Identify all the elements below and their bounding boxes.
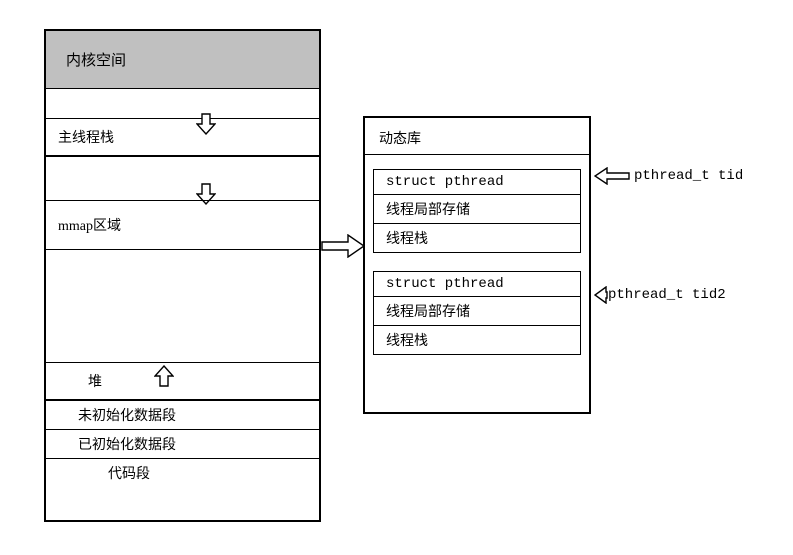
- mmap-region-row: mmap区域: [46, 200, 319, 250]
- address-space-box: 内核空间 主线程栈 mmap区域 堆 未初始化数据段 已初始化数据段 代码段: [44, 29, 321, 522]
- mmap-region-label: mmap区域: [58, 219, 121, 234]
- thread-stack-label: 线程栈: [386, 232, 428, 247]
- tls-row: 线程局部存储: [374, 194, 580, 223]
- thread-block-1: struct pthread 线程局部存储 线程栈: [373, 169, 581, 253]
- data-seg-row: 已初始化数据段: [46, 429, 319, 458]
- tls-label: 线程局部存储: [386, 203, 470, 218]
- thread-block-2: struct pthread 线程局部存储 线程栈: [373, 271, 581, 355]
- arrow-left-icon: [594, 286, 608, 304]
- dynamic-lib-box: 动态库 struct pthread 线程局部存储 线程栈 struct pth…: [363, 116, 591, 414]
- tid2-label: pthread_t tid2: [608, 287, 726, 303]
- text-seg-label: 代码段: [108, 467, 150, 482]
- bss-row: 未初始化数据段: [46, 400, 319, 429]
- heap-row: 堆: [46, 362, 319, 400]
- main-thread-stack-label: 主线程栈: [58, 131, 114, 146]
- arrow-down-icon: [196, 113, 216, 135]
- tls-label: 线程局部存储: [386, 305, 470, 320]
- gap-stack-mmap: [46, 156, 319, 200]
- struct-pthread-label: struct pthread: [386, 174, 504, 190]
- kernel-space-header: 内核空间: [46, 31, 319, 88]
- heap-label: 堆: [88, 375, 102, 390]
- struct-pthread-label: struct pthread: [386, 276, 504, 292]
- thread-stack-row: 线程栈: [374, 223, 580, 252]
- thread-stack-row: 线程栈: [374, 325, 580, 354]
- tls-row: 线程局部存储: [374, 296, 580, 325]
- dynamic-lib-divider: [365, 154, 589, 155]
- main-thread-stack-row: 主线程栈: [46, 118, 319, 156]
- data-seg-label: 已初始化数据段: [78, 438, 176, 453]
- gap-below-kernel: [46, 88, 319, 118]
- gap-mmap-heap: [46, 250, 319, 362]
- text-seg-row: 代码段: [46, 458, 319, 487]
- thread-stack-label: 线程栈: [386, 334, 428, 349]
- kernel-space-label: 内核空间: [66, 53, 126, 69]
- arrow-up-icon: [154, 365, 174, 387]
- bss-label: 未初始化数据段: [78, 409, 176, 424]
- arrow-right-icon: [321, 234, 365, 258]
- dynamic-lib-label: 动态库: [379, 132, 421, 147]
- dynamic-lib-header: 动态库: [365, 118, 589, 154]
- struct-pthread-row: struct pthread: [374, 170, 580, 194]
- arrow-left-icon: [594, 167, 630, 185]
- tid-label: pthread_t tid: [634, 168, 743, 184]
- struct-pthread-row: struct pthread: [374, 272, 580, 296]
